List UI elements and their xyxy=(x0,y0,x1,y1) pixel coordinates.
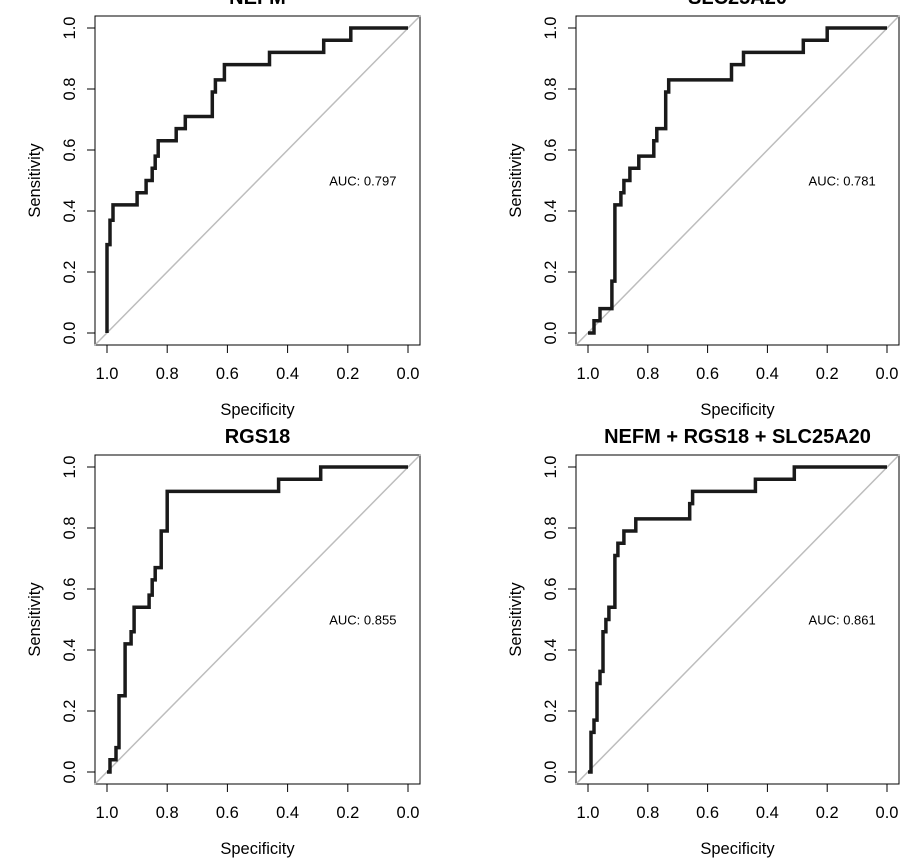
x-tick-label: 0.0 xyxy=(876,804,899,822)
x-tick-label: 0.6 xyxy=(696,804,719,822)
auc-label: AUC: 0.797 xyxy=(329,174,396,189)
reference-diagonal xyxy=(94,454,421,785)
y-axis-title: Sensitivity xyxy=(507,143,525,218)
chart-title: NEFM xyxy=(229,0,286,9)
x-tick-label: 0.6 xyxy=(696,365,719,383)
x-tick-label: 0.2 xyxy=(336,804,359,822)
roc-curve-line xyxy=(107,465,408,774)
y-tick-label: 1.0 xyxy=(542,17,560,40)
y-tick-label: 1.0 xyxy=(61,456,79,479)
y-tick-label: 0.4 xyxy=(61,200,79,223)
roc-panel-2: 1.0 0.8 0.6 0.4 0.2 0.0 0.0 0.2 0.4 0.6 0.8 1.0 Spec… xyxy=(507,0,900,419)
y-tick-label: 0.6 xyxy=(61,578,79,601)
y-tick-label: 0.2 xyxy=(542,700,560,723)
reference-diagonal xyxy=(575,15,900,346)
x-tick-label: 0.8 xyxy=(636,804,659,822)
roc-curve-line xyxy=(588,26,887,335)
x-axis-title: Specificity xyxy=(220,401,295,419)
x-tick-label: 0.4 xyxy=(276,804,299,822)
roc-panel-3: 1.0 0.8 0.6 0.4 0.2 0.0 0.0 0.2 0.4 0.6 0.8 1.0 Spec… xyxy=(26,426,421,858)
chart-title: RGS18 xyxy=(225,426,291,448)
roc-curve-line xyxy=(105,26,408,333)
reference-diagonal xyxy=(575,454,900,785)
auc-label: AUC: 0.781 xyxy=(809,174,876,189)
x-tick-label: 0.2 xyxy=(816,804,839,822)
reference-diagonal xyxy=(94,15,421,346)
y-tick-label: 0.4 xyxy=(542,200,560,223)
x-axis-title: Specificity xyxy=(220,840,295,858)
roc-panel-1: 1.0 0.8 0.6 0.4 0.2 0.0 0.0 0.2 0.4 0.6 0.8 1.0 Spec… xyxy=(26,0,421,419)
x-tick-label: 0.0 xyxy=(397,365,420,383)
x-tick-label: 0.8 xyxy=(156,365,179,383)
roc-panel-4: 1.0 0.8 0.6 0.4 0.2 0.0 0.0 0.2 0.4 0.6 0.8 1.0 Spec… xyxy=(507,426,900,858)
y-tick-label: 0.6 xyxy=(542,139,560,162)
roc-curve-line xyxy=(588,465,887,774)
y-tick-label: 1.0 xyxy=(61,17,79,40)
x-tick-label: 0.6 xyxy=(216,804,239,822)
y-tick-label: 0.8 xyxy=(542,517,560,540)
y-tick-label: 0.8 xyxy=(542,78,560,101)
y-tick-label: 0.0 xyxy=(61,322,79,345)
x-tick-label: 0.6 xyxy=(216,365,239,383)
y-tick-label: 0.0 xyxy=(542,761,560,784)
x-tick-label: 0.0 xyxy=(397,804,420,822)
x-tick-label: 0.4 xyxy=(756,804,779,822)
x-tick-label: 1.0 xyxy=(577,804,600,822)
x-tick-label: 0.0 xyxy=(876,365,899,383)
x-axis-title: Specificity xyxy=(700,840,775,858)
auc-label: AUC: 0.861 xyxy=(809,613,876,628)
y-tick-label: 0.4 xyxy=(61,639,79,662)
x-tick-label: 1.0 xyxy=(96,365,119,383)
x-tick-label: 1.0 xyxy=(577,365,600,383)
chart-title: SLC25A20 xyxy=(688,0,787,9)
x-tick-label: 0.8 xyxy=(636,365,659,383)
x-tick-label: 1.0 xyxy=(96,804,119,822)
y-tick-label: 0.2 xyxy=(61,261,79,284)
y-tick-label: 0.8 xyxy=(61,78,79,101)
y-tick-label: 0.6 xyxy=(542,578,560,601)
y-axis-title: Sensitivity xyxy=(26,582,44,657)
y-tick-label: 0.0 xyxy=(61,761,79,784)
y-tick-label: 0.6 xyxy=(61,139,79,162)
y-tick-label: 0.2 xyxy=(542,261,560,284)
chart-title: NEFM + RGS18 + SLC25A20 xyxy=(604,426,871,448)
x-tick-label: 0.4 xyxy=(756,365,779,383)
x-tick-label: 0.4 xyxy=(276,365,299,383)
y-tick-label: 1.0 xyxy=(542,456,560,479)
x-tick-label: 0.8 xyxy=(156,804,179,822)
x-axis-title: Specificity xyxy=(700,401,775,419)
y-tick-label: 0.4 xyxy=(542,639,560,662)
auc-label: AUC: 0.855 xyxy=(329,613,396,628)
x-tick-label: 0.2 xyxy=(336,365,359,383)
y-tick-label: 0.0 xyxy=(542,322,560,345)
y-axis-title: Sensitivity xyxy=(507,582,525,657)
y-tick-label: 0.8 xyxy=(61,517,79,540)
y-tick-label: 0.2 xyxy=(61,700,79,723)
y-axis-title: Sensitivity xyxy=(26,143,44,218)
x-tick-label: 0.2 xyxy=(816,365,839,383)
